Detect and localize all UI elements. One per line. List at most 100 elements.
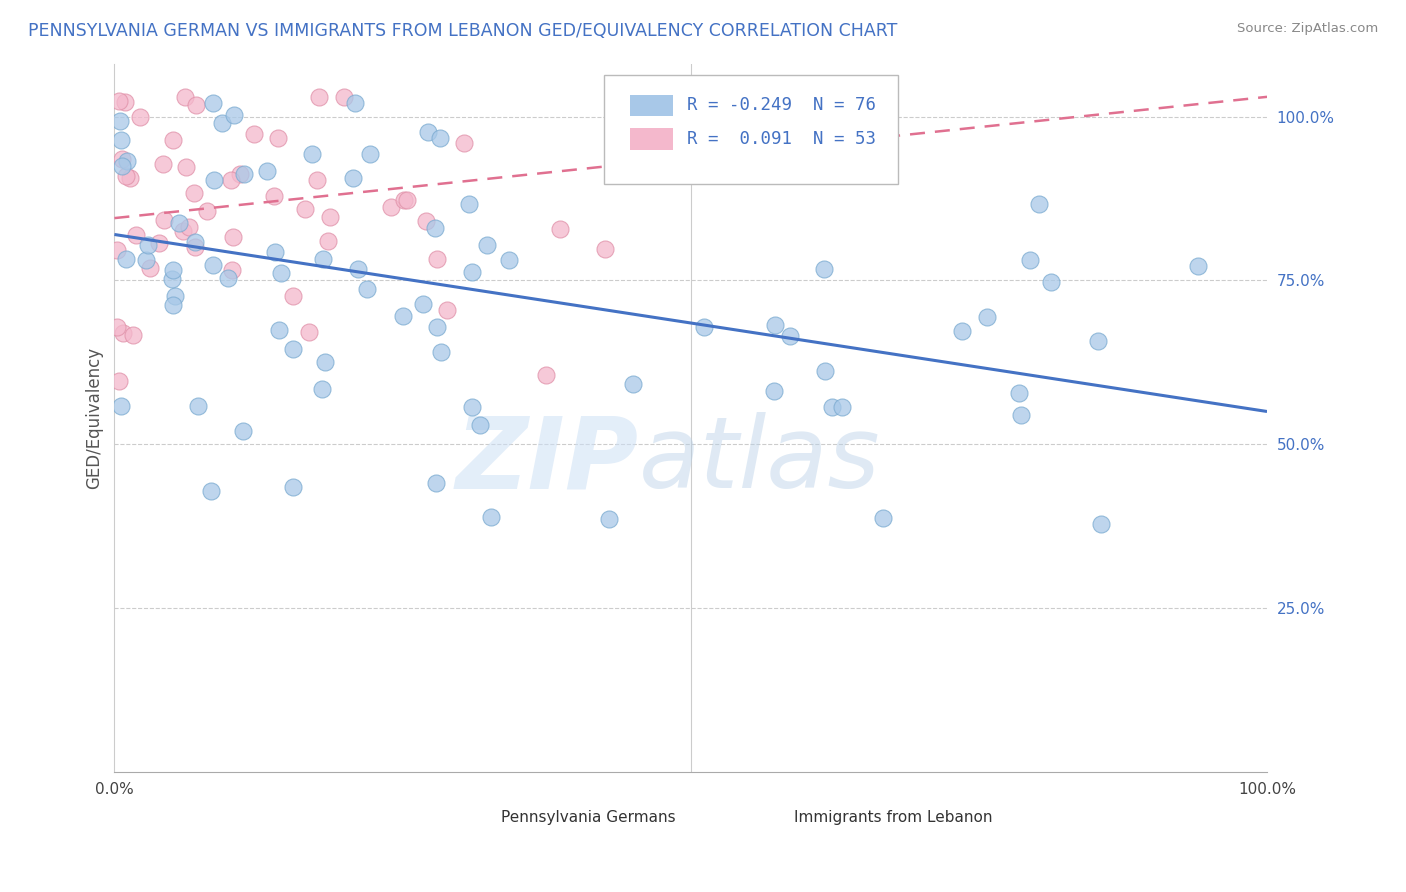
Text: R = -0.249  N = 76: R = -0.249 N = 76 [688, 96, 876, 114]
Point [343, 96, 366, 111]
Point [423, 220, 446, 235]
Point [700, 125, 723, 139]
Point [221, 173, 243, 187]
Point [831, 400, 853, 414]
Point [270, 266, 292, 280]
Point [305, 173, 328, 187]
Bar [630, 95, 673, 116]
Point [332, 90, 354, 104]
Point [1187, 259, 1209, 273]
Point [342, 171, 364, 186]
Point [162, 133, 184, 147]
Point [200, 484, 222, 499]
Point [195, 204, 218, 219]
Point [187, 399, 209, 413]
Point [475, 238, 498, 252]
Point [153, 213, 176, 227]
Point [228, 168, 250, 182]
Point [148, 236, 170, 251]
Point [498, 252, 520, 267]
Point [281, 343, 304, 357]
Point [813, 262, 835, 277]
Point [779, 329, 801, 343]
Point [138, 260, 160, 275]
Point [108, 375, 131, 389]
Point [105, 244, 128, 258]
Point [174, 161, 197, 175]
Point [183, 186, 205, 200]
Point [425, 475, 447, 490]
Point [111, 153, 134, 167]
Point [110, 159, 132, 173]
Point [172, 224, 194, 238]
Point [1010, 408, 1032, 422]
Point [426, 319, 449, 334]
Point [202, 173, 225, 187]
Point [693, 320, 716, 334]
Point [479, 509, 502, 524]
Point [122, 327, 145, 342]
Point [232, 167, 254, 181]
Text: PENNSYLVANIA GERMAN VS IMMIGRANTS FROM LEBANON GED/EQUIVALENCY CORRELATION CHART: PENNSYLVANIA GERMAN VS IMMIGRANTS FROM L… [28, 22, 897, 40]
Point [267, 131, 290, 145]
Y-axis label: GED/Equivalency: GED/Equivalency [86, 347, 103, 489]
Point [461, 265, 484, 279]
Point [120, 170, 142, 185]
Point [201, 258, 224, 272]
Text: Source: ZipAtlas.com: Source: ZipAtlas.com [1237, 22, 1378, 36]
Point [281, 480, 304, 494]
Text: ZIP: ZIP [456, 412, 638, 509]
Point [263, 189, 285, 203]
Point [221, 263, 243, 277]
Point [706, 151, 728, 165]
Point [294, 202, 316, 216]
Point [1090, 517, 1112, 532]
Point [598, 512, 620, 526]
Point [269, 323, 291, 337]
Point [173, 90, 195, 104]
Point [160, 271, 183, 285]
Point [183, 240, 205, 254]
Point [763, 384, 786, 398]
Point [125, 228, 148, 243]
Point [468, 417, 491, 432]
Point [1028, 197, 1050, 211]
Point [184, 98, 207, 112]
Point [308, 90, 330, 104]
Point [461, 400, 484, 414]
Point [429, 130, 451, 145]
Point [108, 113, 131, 128]
Point [1039, 275, 1062, 289]
Point [548, 222, 571, 236]
Point [395, 193, 418, 207]
Point [162, 263, 184, 277]
Point [872, 510, 894, 524]
Point [264, 244, 287, 259]
Point [392, 310, 415, 324]
Bar [759, 810, 785, 825]
Point [1019, 252, 1042, 267]
Point [1087, 334, 1109, 348]
Point [243, 127, 266, 141]
Point [534, 368, 557, 382]
Point [380, 200, 402, 214]
Point [114, 95, 136, 110]
Point [211, 116, 233, 130]
Bar [630, 128, 673, 150]
Point [256, 164, 278, 178]
Bar [465, 810, 491, 825]
Point [416, 125, 439, 139]
Point [162, 298, 184, 312]
Point [232, 424, 254, 438]
Point [114, 252, 136, 267]
Point [222, 107, 245, 121]
Point [412, 297, 434, 311]
Point [111, 326, 134, 341]
Point [319, 210, 342, 224]
Point [792, 103, 814, 118]
Point [976, 310, 998, 324]
Text: atlas: atlas [638, 412, 880, 509]
Point [115, 154, 138, 169]
Text: R =  0.091  N = 53: R = 0.091 N = 53 [688, 130, 876, 148]
Point [356, 282, 378, 296]
